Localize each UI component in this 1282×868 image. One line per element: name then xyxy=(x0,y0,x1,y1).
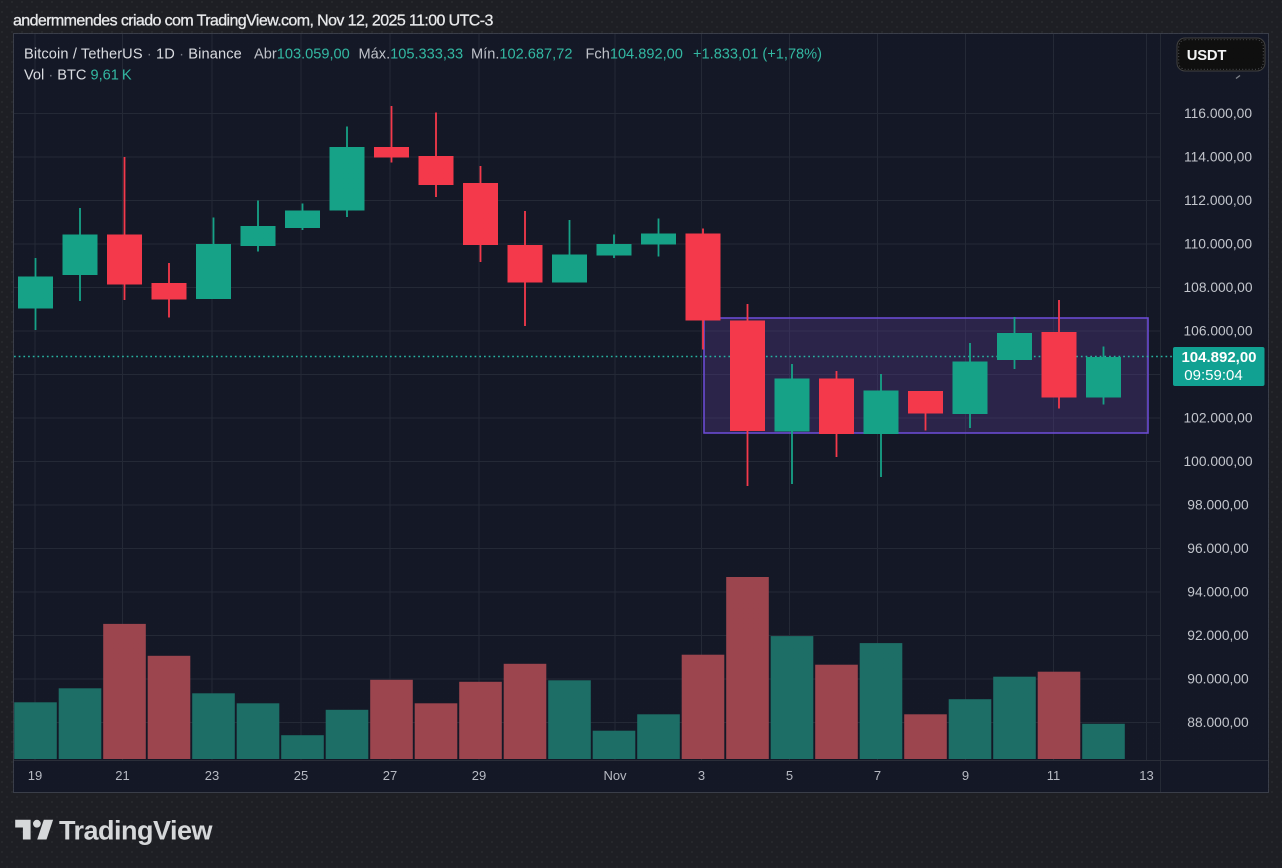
svg-text:Mín.102.687,72: Mín.102.687,72 xyxy=(471,47,572,63)
svg-text:27: 27 xyxy=(383,768,397,783)
svg-text:13: 13 xyxy=(1139,768,1153,783)
svg-text:9: 9 xyxy=(962,768,969,783)
svg-text:Máx.105.333,33: Máx.105.333,33 xyxy=(359,47,464,63)
svg-text:+1.833,01 (+1,78%): +1.833,01 (+1,78%) xyxy=(693,47,822,63)
svg-text:TradingView: TradingView xyxy=(59,816,214,846)
svg-text:116.000,00: 116.000,00 xyxy=(1184,106,1252,121)
svg-text:Nov: Nov xyxy=(603,768,627,783)
svg-text:7: 7 xyxy=(874,768,881,783)
svg-text:25: 25 xyxy=(294,768,308,783)
svg-text:Bitcoin / TetherUS · 1D · Bina: Bitcoin / TetherUS · 1D · Binance xyxy=(24,47,242,63)
svg-text:andermmendes criado com Tradin: andermmendes criado com TradingView.com,… xyxy=(13,13,493,30)
svg-text:88.000,00: 88.000,00 xyxy=(1187,715,1249,730)
svg-text:98.000,00: 98.000,00 xyxy=(1187,498,1249,513)
svg-text:19: 19 xyxy=(28,768,42,783)
svg-text:94.000,00: 94.000,00 xyxy=(1187,585,1249,600)
svg-text:92.000,00: 92.000,00 xyxy=(1187,628,1249,643)
svg-text:96.000,00: 96.000,00 xyxy=(1187,541,1249,556)
svg-text:09:59:04: 09:59:04 xyxy=(1184,367,1242,384)
svg-text:90.000,00: 90.000,00 xyxy=(1187,672,1249,687)
svg-text:5: 5 xyxy=(786,768,793,783)
svg-text:102.000,00: 102.000,00 xyxy=(1183,411,1252,426)
svg-text:104.892,00: 104.892,00 xyxy=(1181,349,1256,366)
svg-text:11: 11 xyxy=(1047,768,1061,783)
svg-text:108.000,00: 108.000,00 xyxy=(1183,280,1252,295)
svg-text:106.000,00: 106.000,00 xyxy=(1183,324,1252,339)
svg-text:114.000,00: 114.000,00 xyxy=(1184,150,1252,165)
svg-text:3: 3 xyxy=(698,768,705,783)
svg-text:23: 23 xyxy=(205,768,219,783)
svg-text:USDT: USDT xyxy=(1187,48,1227,64)
svg-text:Fch104.892,00: Fch104.892,00 xyxy=(586,47,683,63)
svg-text:112.000,00: 112.000,00 xyxy=(1184,193,1252,208)
svg-text:100.000,00: 100.000,00 xyxy=(1183,454,1252,469)
svg-text:21: 21 xyxy=(115,768,129,783)
svg-text:29: 29 xyxy=(472,768,486,783)
svg-text:110.000,00: 110.000,00 xyxy=(1184,237,1252,252)
svg-text:Vol · BTC 9,61 K: Vol · BTC 9,61 K xyxy=(24,68,132,84)
svg-text:Abr103.059,00: Abr103.059,00 xyxy=(254,47,350,63)
